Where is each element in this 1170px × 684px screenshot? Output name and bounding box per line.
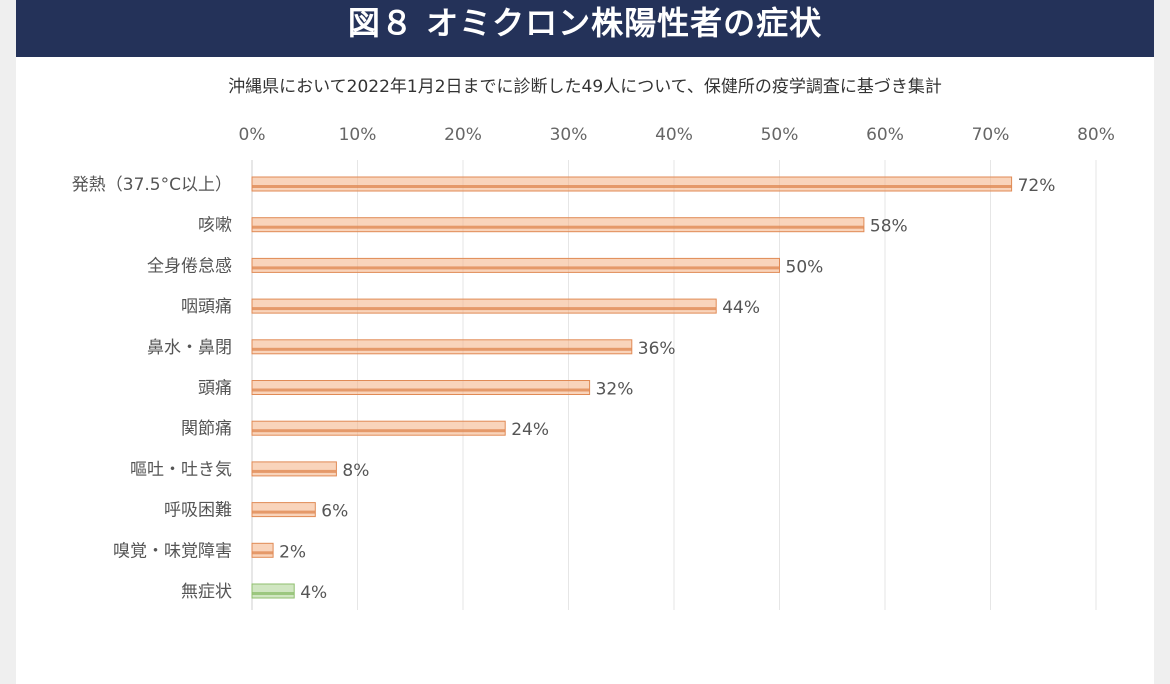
x-tick-label: 10% [339,125,377,145]
bar [251,583,295,599]
category-label: 無症状 [181,582,232,602]
data-label: 72% [1018,176,1056,196]
category-label: 発熱（37.5°C以上） [72,175,232,195]
category-label: 嗅覚・味覚障害 [113,541,232,561]
bar [251,176,1013,192]
bar-highlight [252,185,1012,188]
x-tick-label: 80% [1077,125,1115,145]
bar [251,339,633,355]
category-label: 鼻水・鼻閉 [147,338,232,358]
bar [251,542,274,558]
bar [251,298,717,314]
bar [251,502,316,518]
x-tick-label: 0% [239,125,266,145]
bar [251,380,591,395]
category-label: 頭痛 [198,379,232,399]
category-label: 関節痛 [181,419,232,439]
x-tick-label: 20% [444,125,482,145]
category-label: 全身倦怠感 [147,256,232,276]
x-tick-label: 60% [866,125,904,145]
bar [251,217,865,233]
bar-highlight [252,469,337,473]
data-label: 24% [511,420,549,440]
bar [251,420,506,436]
category-label: 呼吸困難 [164,501,232,521]
data-label: 50% [786,257,824,277]
bar [251,257,780,273]
x-tick-label: 70% [972,125,1010,145]
bar-highlight [252,307,717,311]
bar-highlight [252,347,632,351]
category-label: 咳嗽 [198,216,232,236]
x-tick-label: 40% [655,125,693,145]
bar-highlight [252,510,316,514]
data-label: 2% [279,542,306,562]
data-label: 58% [870,217,908,237]
x-tick-label: 50% [761,125,799,145]
bar-highlight [252,551,274,555]
bar-highlight [252,429,506,433]
bar-highlight [252,388,590,392]
bar-highlight [252,225,864,229]
bar-highlight [252,592,295,595]
data-label: 32% [596,380,634,400]
data-label: 8% [342,461,369,481]
category-label: 嘔吐・吐き気 [130,460,232,480]
chart-title: 図８ オミクロン株陽性者の症状 [16,0,1154,57]
data-label: 4% [300,583,327,603]
chart-subtitle: 沖縄県において2022年1月2日までに診断した49人について、保健所の疫学調査に… [228,77,942,97]
data-label: 44% [722,298,760,318]
bar [251,461,337,477]
data-label: 36% [638,339,676,359]
data-label: 6% [321,502,348,522]
bar-highlight [252,266,780,270]
category-label: 咽頭痛 [181,297,232,317]
x-tick-label: 30% [550,125,588,145]
